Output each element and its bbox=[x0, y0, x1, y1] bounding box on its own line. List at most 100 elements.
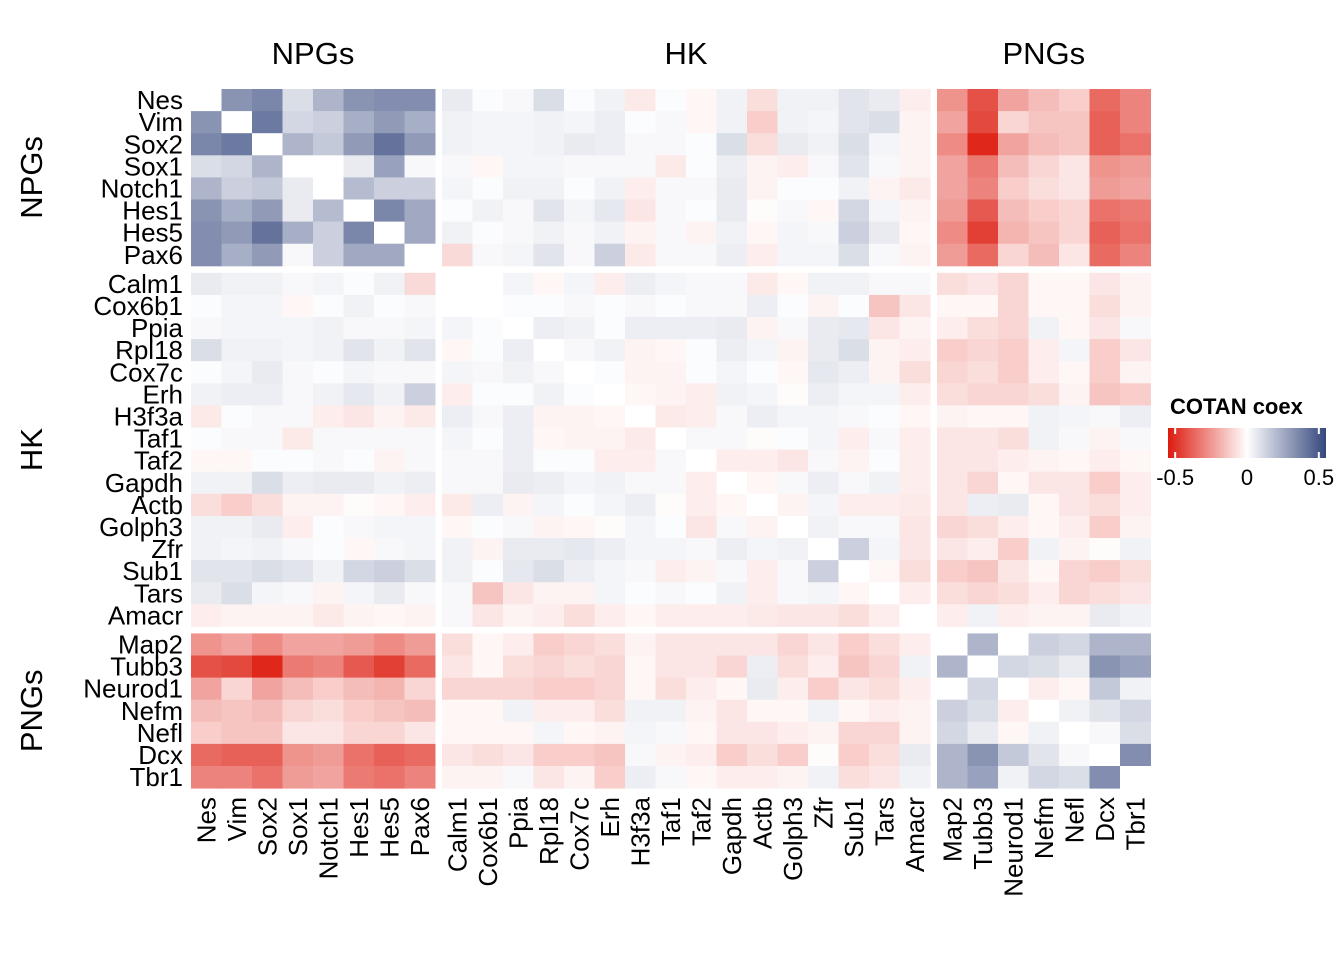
heatmap-cell bbox=[472, 699, 504, 723]
heatmap-cell bbox=[967, 604, 999, 627]
heatmap-cell bbox=[777, 243, 809, 267]
heatmap-cell bbox=[808, 177, 839, 200]
heatmap-cell bbox=[777, 677, 809, 701]
heatmap-cell bbox=[899, 743, 931, 767]
heatmap-cell bbox=[282, 199, 314, 223]
heatmap-cell bbox=[1089, 493, 1121, 517]
heatmap-cell bbox=[937, 294, 968, 318]
heatmap-cell bbox=[282, 133, 314, 156]
heatmap-cell bbox=[625, 766, 656, 789]
heatmap-cell bbox=[564, 89, 595, 112]
column-label: Dcx bbox=[1090, 797, 1120, 842]
heatmap-cell bbox=[1120, 155, 1151, 178]
heatmap-cell bbox=[374, 655, 405, 679]
heatmap-cell bbox=[564, 383, 595, 406]
heatmap-cell bbox=[594, 560, 626, 583]
heatmap-cell bbox=[374, 405, 405, 428]
heatmap-cell bbox=[594, 538, 626, 561]
heatmap-cell bbox=[899, 471, 931, 495]
heatmap-cell bbox=[967, 538, 999, 561]
heatmap-cell bbox=[655, 177, 687, 200]
heatmap-cell bbox=[442, 655, 473, 679]
heatmap-cell bbox=[777, 317, 809, 340]
heatmap-cell bbox=[808, 111, 839, 134]
heatmap-cell bbox=[374, 89, 405, 112]
heatmap-cell bbox=[1089, 560, 1121, 583]
row-label: Nes bbox=[137, 85, 183, 115]
row-label: Tbr1 bbox=[130, 762, 183, 792]
heatmap-cell bbox=[374, 449, 405, 473]
heatmap-cell bbox=[937, 155, 968, 178]
heatmap-cell bbox=[998, 221, 1029, 245]
heatmap-cell bbox=[686, 655, 717, 679]
heatmap-cell bbox=[686, 471, 717, 495]
heatmap-cell bbox=[503, 133, 534, 156]
heatmap-cell bbox=[1028, 604, 1060, 627]
heatmap-cell bbox=[716, 449, 748, 473]
heatmap-cell bbox=[777, 155, 809, 178]
column-label: Sox1 bbox=[283, 797, 313, 856]
heatmap-cell bbox=[716, 538, 748, 561]
heatmap-cell bbox=[625, 294, 656, 318]
heatmap-cell bbox=[221, 383, 253, 406]
heatmap-cell bbox=[221, 133, 253, 156]
heatmap-cell bbox=[937, 177, 968, 200]
heatmap-cell bbox=[899, 339, 931, 362]
heatmap-cell bbox=[282, 449, 314, 473]
heatmap-cell bbox=[472, 743, 504, 767]
heatmap-cell bbox=[503, 766, 534, 789]
heatmap-cell bbox=[686, 89, 717, 112]
heatmap-cell bbox=[282, 272, 314, 296]
heatmap-cell bbox=[594, 272, 626, 296]
heatmap-cell bbox=[503, 243, 534, 267]
heatmap-cell bbox=[998, 743, 1029, 767]
heatmap-cell bbox=[625, 699, 656, 723]
heatmap-cell bbox=[313, 699, 344, 723]
heatmap-cell bbox=[777, 699, 809, 723]
heatmap-cell bbox=[625, 361, 656, 384]
heatmap-cell bbox=[838, 582, 870, 605]
heatmap-cell bbox=[442, 471, 473, 495]
heatmap-cell bbox=[838, 655, 870, 679]
heatmap-cell bbox=[716, 677, 748, 701]
heatmap-cell bbox=[564, 405, 595, 428]
heatmap-cell bbox=[625, 383, 656, 406]
row-label: Map2 bbox=[118, 630, 183, 660]
column-label: Notch1 bbox=[313, 797, 343, 879]
heatmap-cell bbox=[655, 221, 687, 245]
heatmap-cell bbox=[716, 111, 748, 134]
heatmap-cell bbox=[343, 317, 375, 340]
heatmap-cell bbox=[1028, 677, 1060, 701]
heatmap-cell bbox=[747, 405, 778, 428]
heatmap-cell bbox=[442, 383, 473, 406]
heatmap-cell bbox=[252, 339, 283, 362]
heatmap-cell bbox=[221, 294, 253, 318]
heatmap-cell bbox=[282, 677, 314, 701]
heatmap-cell bbox=[374, 604, 405, 627]
heatmap-cell bbox=[564, 633, 595, 656]
heatmap-cell bbox=[282, 383, 314, 406]
heatmap-cell bbox=[442, 427, 473, 451]
heatmap-cell bbox=[998, 604, 1029, 627]
heatmap-cell bbox=[533, 449, 565, 473]
heatmap-cell bbox=[838, 243, 870, 267]
heatmap-cell bbox=[808, 699, 839, 723]
heatmap-cell bbox=[967, 427, 999, 451]
heatmap-cell bbox=[374, 111, 405, 134]
heatmap-cell bbox=[374, 133, 405, 156]
heatmap-cell bbox=[808, 633, 839, 656]
heatmap-cell bbox=[1089, 427, 1121, 451]
heatmap-cell bbox=[967, 177, 999, 200]
heatmap-cell bbox=[221, 405, 253, 428]
heatmap-cell bbox=[1120, 294, 1151, 318]
heatmap-cell bbox=[1089, 339, 1121, 362]
column-group-title: NPGs bbox=[272, 36, 355, 71]
heatmap-cell bbox=[808, 655, 839, 679]
heatmap-cell bbox=[686, 538, 717, 561]
heatmap-cell bbox=[655, 560, 687, 583]
heatmap-cell bbox=[564, 177, 595, 200]
row-label: Hes1 bbox=[122, 196, 183, 226]
heatmap-cell bbox=[374, 582, 405, 605]
row-label: Sub1 bbox=[122, 556, 183, 586]
heatmap-cell bbox=[594, 471, 626, 495]
